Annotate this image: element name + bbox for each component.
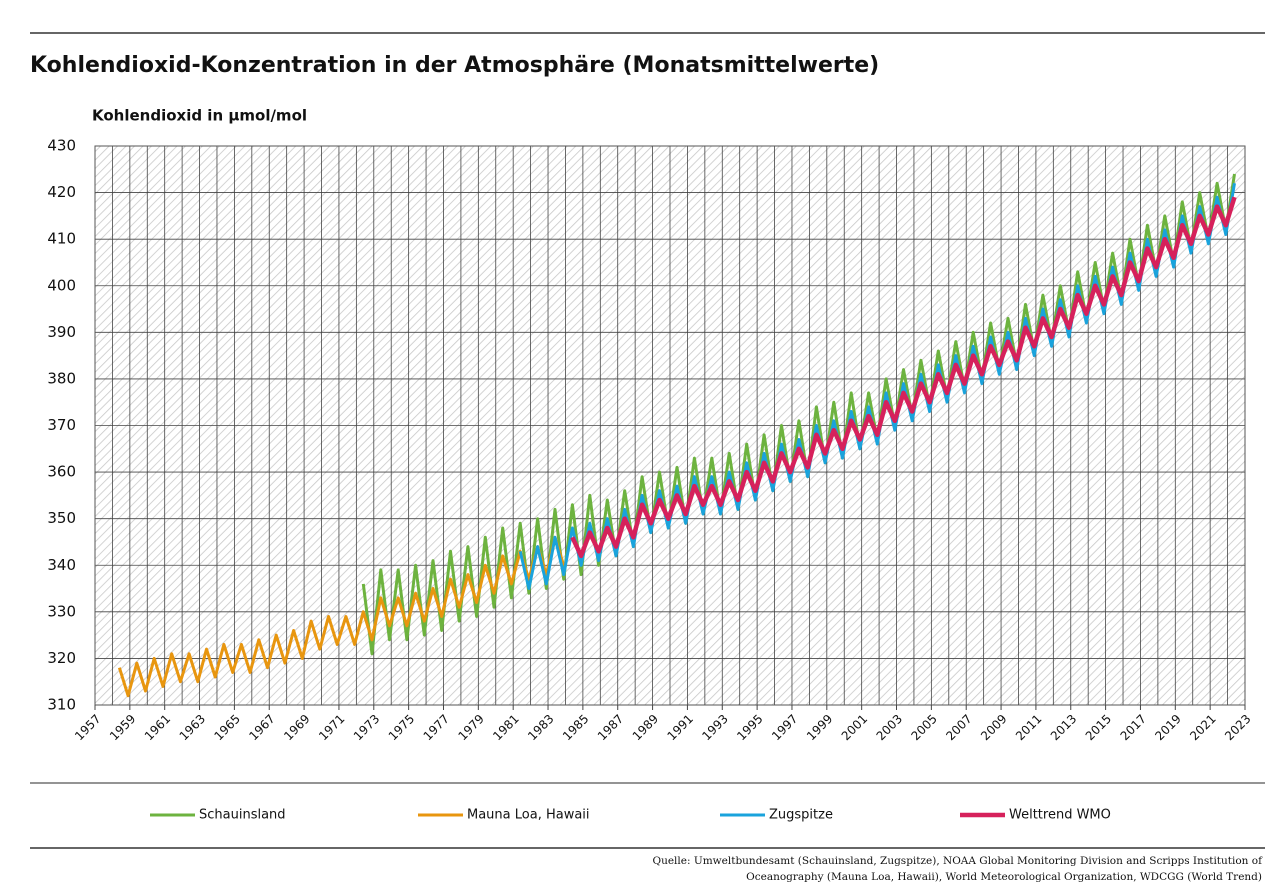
y-tick-label: 400	[47, 276, 76, 294]
y-tick-label: 360	[47, 463, 76, 481]
x-tick-label: 2019	[1152, 712, 1183, 743]
x-tick-label: 1993	[699, 712, 730, 743]
x-tick-label: 2005	[908, 712, 939, 743]
x-tick-label: 1961	[142, 712, 173, 743]
x-tick-label: 1959	[107, 712, 138, 743]
x-tick-label: 1957	[72, 712, 103, 743]
x-tick-label: 1987	[595, 712, 626, 743]
plot-frame	[94, 145, 1246, 706]
x-tick-label: 1975	[386, 712, 417, 743]
y-tick-label: 320	[47, 649, 76, 667]
x-tick-label: 1981	[490, 712, 521, 743]
y-tick-label: 350	[47, 509, 76, 527]
x-tick-label: 1973	[351, 712, 382, 743]
series-line	[570, 196, 1237, 559]
legend-label: Zugspitze	[769, 808, 833, 823]
x-tick-label: 2017	[1118, 712, 1149, 743]
source: Oceanography (Mauna Loa, Hawaii), World …	[746, 871, 1262, 883]
x-tick-label: 2003	[874, 712, 905, 743]
x-tick-label: 1963	[177, 712, 208, 743]
x-tick-label: 1991	[665, 712, 696, 743]
x-tick-label: 2015	[1083, 712, 1114, 743]
y-tick-label: 310	[47, 696, 76, 714]
legend-label: Mauna Loa, Hawaii	[467, 808, 590, 823]
x-tick-label: 1995	[734, 712, 765, 743]
x-tick-label: 2013	[1048, 712, 1079, 743]
x-tick-label: 2009	[978, 712, 1009, 743]
x-tick-label: 1965	[211, 712, 242, 743]
x-tick-label: 1977	[421, 712, 452, 743]
y-tick-label: 380	[47, 369, 76, 387]
y-tick-label: 340	[47, 556, 76, 574]
source: Quelle: Umweltbundesamt (Schauinsland, Z…	[652, 855, 1263, 867]
x-tick-label: 1985	[560, 712, 591, 743]
legend-label: Welttrend WMO	[1009, 808, 1111, 823]
x-tick-label: 2011	[1013, 712, 1044, 743]
y-tick-label: 420	[47, 183, 76, 201]
series-line	[117, 535, 566, 698]
x-tick-label: 1997	[769, 712, 800, 743]
x-tick-label: 1979	[455, 712, 486, 743]
y-tick-label: 390	[47, 323, 76, 341]
x-tick-label: 1999	[804, 712, 835, 743]
x-tick-label: 1983	[525, 712, 556, 743]
x-tick-label: 2023	[1222, 712, 1253, 743]
x-tick-label: 2001	[839, 712, 870, 743]
chart-title: Kohlendioxid-Konzentration in der Atmosp…	[30, 53, 879, 78]
y-tick-label: 410	[47, 230, 76, 248]
x-tick-label: 1989	[630, 712, 661, 743]
y-tick-label: 430	[47, 137, 76, 155]
x-tick-label: 1969	[281, 712, 312, 743]
x-tick-label: 1971	[316, 712, 347, 743]
legend-label: Schauinsland	[199, 808, 286, 823]
x-tick-label: 1967	[246, 712, 277, 743]
x-tick-label: 2007	[943, 712, 974, 743]
x-tick-label: 2021	[1187, 712, 1218, 743]
y-axis-label: Kohlendioxid in µmol/mol	[92, 107, 307, 125]
y-tick-label: 330	[47, 602, 76, 620]
y-tick-label: 370	[47, 416, 76, 434]
